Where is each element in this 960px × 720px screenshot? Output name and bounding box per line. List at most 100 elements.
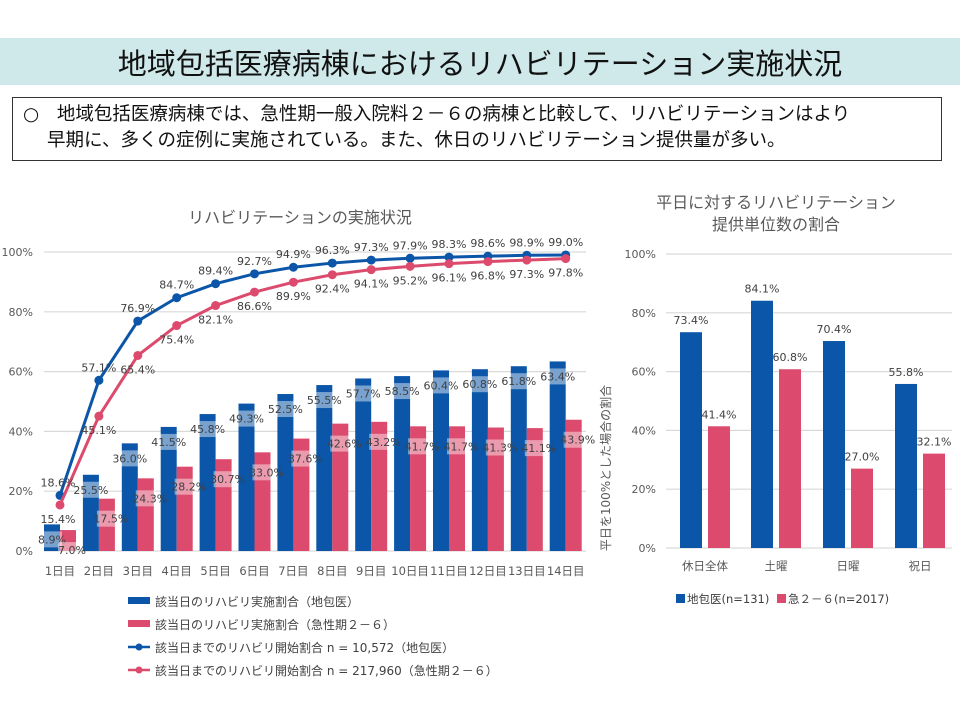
y-tick-label: 0% (639, 542, 656, 555)
data-label-bg (291, 450, 312, 467)
data-label-bg (135, 490, 156, 507)
y-tick-label: 20% (9, 485, 33, 498)
data-label: 73.4% (674, 314, 709, 327)
data-label-bg (119, 450, 140, 467)
line-data-label: 97.8% (548, 267, 583, 280)
data-label: 70.4% (817, 323, 852, 336)
data-label-bg (252, 464, 273, 481)
line-data-label: 15.4% (41, 513, 76, 526)
x-tick-label: 11日目 (430, 564, 468, 578)
legend-label: 該当日までのリハビリ開始割合 n = 217,960（急性期２－６） (155, 663, 498, 678)
bar-chihokui (751, 300, 773, 548)
bar-chihokui (82, 474, 99, 551)
line-data-label: 94.1% (354, 278, 389, 291)
data-label-bg (213, 471, 234, 488)
bar-chihokui (316, 385, 333, 551)
data-label-bg (42, 531, 62, 548)
line-data-label: 92.7% (237, 255, 272, 268)
bar-chihokui (355, 378, 372, 551)
data-label-bg (563, 431, 584, 448)
data-label-bg (447, 438, 467, 455)
data-label-bg (508, 373, 529, 390)
line-point (327, 258, 337, 268)
line-data-label: 99.0% (548, 236, 583, 249)
line-data-label: 96.1% (432, 272, 467, 285)
data-label-bg (197, 421, 218, 438)
data-label: 30.7% (210, 473, 245, 486)
line-chihokui (58, 253, 566, 496)
line-data-label: 96.8% (470, 270, 505, 283)
data-label: 33.0% (249, 466, 284, 479)
data-label: 41.7% (444, 440, 479, 453)
page-title: 地域包括医療病棟におけるリハビリテーション実施状況 (117, 46, 843, 81)
bar-chihokui (394, 376, 411, 551)
legend-swatch-marker (135, 666, 143, 674)
bar-kyuseiki (137, 478, 154, 551)
weekend-ratio-chart: 平日に対するリハビリテーション 提供単位数の割合 平日を100%とした場合の割合… (598, 193, 952, 606)
data-label: 55.5% (307, 394, 342, 407)
data-label: 61.8% (501, 375, 536, 388)
x-tick-label: 7日目 (278, 564, 308, 578)
line-point (133, 316, 143, 326)
data-label: 41.5% (151, 436, 186, 449)
legend-label: 該当日までのリハビリ開始割合 n = 10,572（地包医） (155, 640, 454, 655)
bar-chihokui (680, 332, 702, 548)
line-data-label: 96.3% (315, 244, 350, 257)
y-tick-label: 40% (632, 424, 656, 437)
line-kyuseiki (58, 257, 566, 506)
line-point (94, 375, 104, 385)
line-data-label: 97.3% (509, 268, 544, 281)
data-label: 55.8% (889, 366, 924, 379)
x-tick-label: 12日目 (469, 564, 507, 578)
line-point (366, 265, 376, 275)
x-tick-label: 10日目 (391, 564, 429, 578)
data-label: 60.8% (773, 351, 808, 364)
data-label: 24.3% (132, 492, 167, 505)
data-label: 41.7% (405, 440, 440, 453)
data-label-bg (314, 392, 335, 409)
x-tick-label: 休日全体 (682, 559, 728, 573)
line-point (327, 270, 337, 280)
data-label: 37.6% (288, 453, 323, 466)
bar-kyu (779, 369, 801, 548)
data-label-bg (547, 368, 568, 385)
data-label-bg (353, 385, 374, 402)
line-data-label: 98.6% (470, 237, 505, 250)
line-point (94, 411, 104, 421)
x-tick-label: 1日目 (45, 564, 75, 578)
data-label-bg (275, 401, 296, 418)
summary-line-1: ○ 地域包括医療病棟では、急性期一般入院料２－６の病棟と比較して、リハビリテーシ… (23, 102, 931, 128)
data-label-bg (485, 439, 506, 456)
data-label: 27.0% (845, 451, 880, 464)
data-label: 42.6% (327, 438, 362, 451)
data-label: 45.8% (190, 423, 225, 436)
data-label: 28.2% (171, 481, 206, 494)
chart-title-line-2: 提供単位数の割合 (712, 215, 840, 234)
line-point (55, 500, 65, 510)
y-tick-label: 80% (9, 306, 33, 319)
y-axis-ticks: 0% 20% 40% 60% 80% 100% (625, 248, 656, 555)
line-data-label: 18.6% (41, 476, 76, 489)
data-label: 7.0% (58, 544, 86, 557)
legend-swatch (676, 594, 685, 603)
legend-label: 地包医(n=131) (687, 592, 769, 606)
y-tick-label: 80% (632, 307, 656, 320)
line-data-label: 75.4% (159, 334, 194, 347)
data-labels: 8.9% 25.5% 36.0% 41.5% 45.8% 49.3% 52.5% 55.5% 5… (38, 236, 595, 559)
bar-kyuseiki (526, 428, 543, 551)
line-point (444, 252, 454, 262)
x-tick-label: 13日目 (508, 564, 546, 578)
data-label: 63.4% (540, 370, 575, 383)
line-point (172, 321, 182, 331)
bar-chihokui (238, 403, 255, 551)
y-tick-label: 100% (2, 246, 33, 259)
x-axis-ticks: 1日目 2日目 3日目 4日目 5日目 6日目 7日目 8日目 9日目 10日目 11日目 12日目 1… (45, 564, 585, 578)
data-label: 60.4% (424, 379, 459, 392)
legend-swatch-marker (135, 643, 143, 651)
data-label: 41.4% (702, 408, 737, 421)
bar-chihokui (160, 426, 177, 551)
data-label-bg (431, 377, 451, 394)
data-label-bg (524, 440, 545, 457)
title-band: 地域包括医療病棟におけるリハビリテーション実施状況 (0, 38, 960, 85)
bar-chihokui (510, 366, 527, 551)
